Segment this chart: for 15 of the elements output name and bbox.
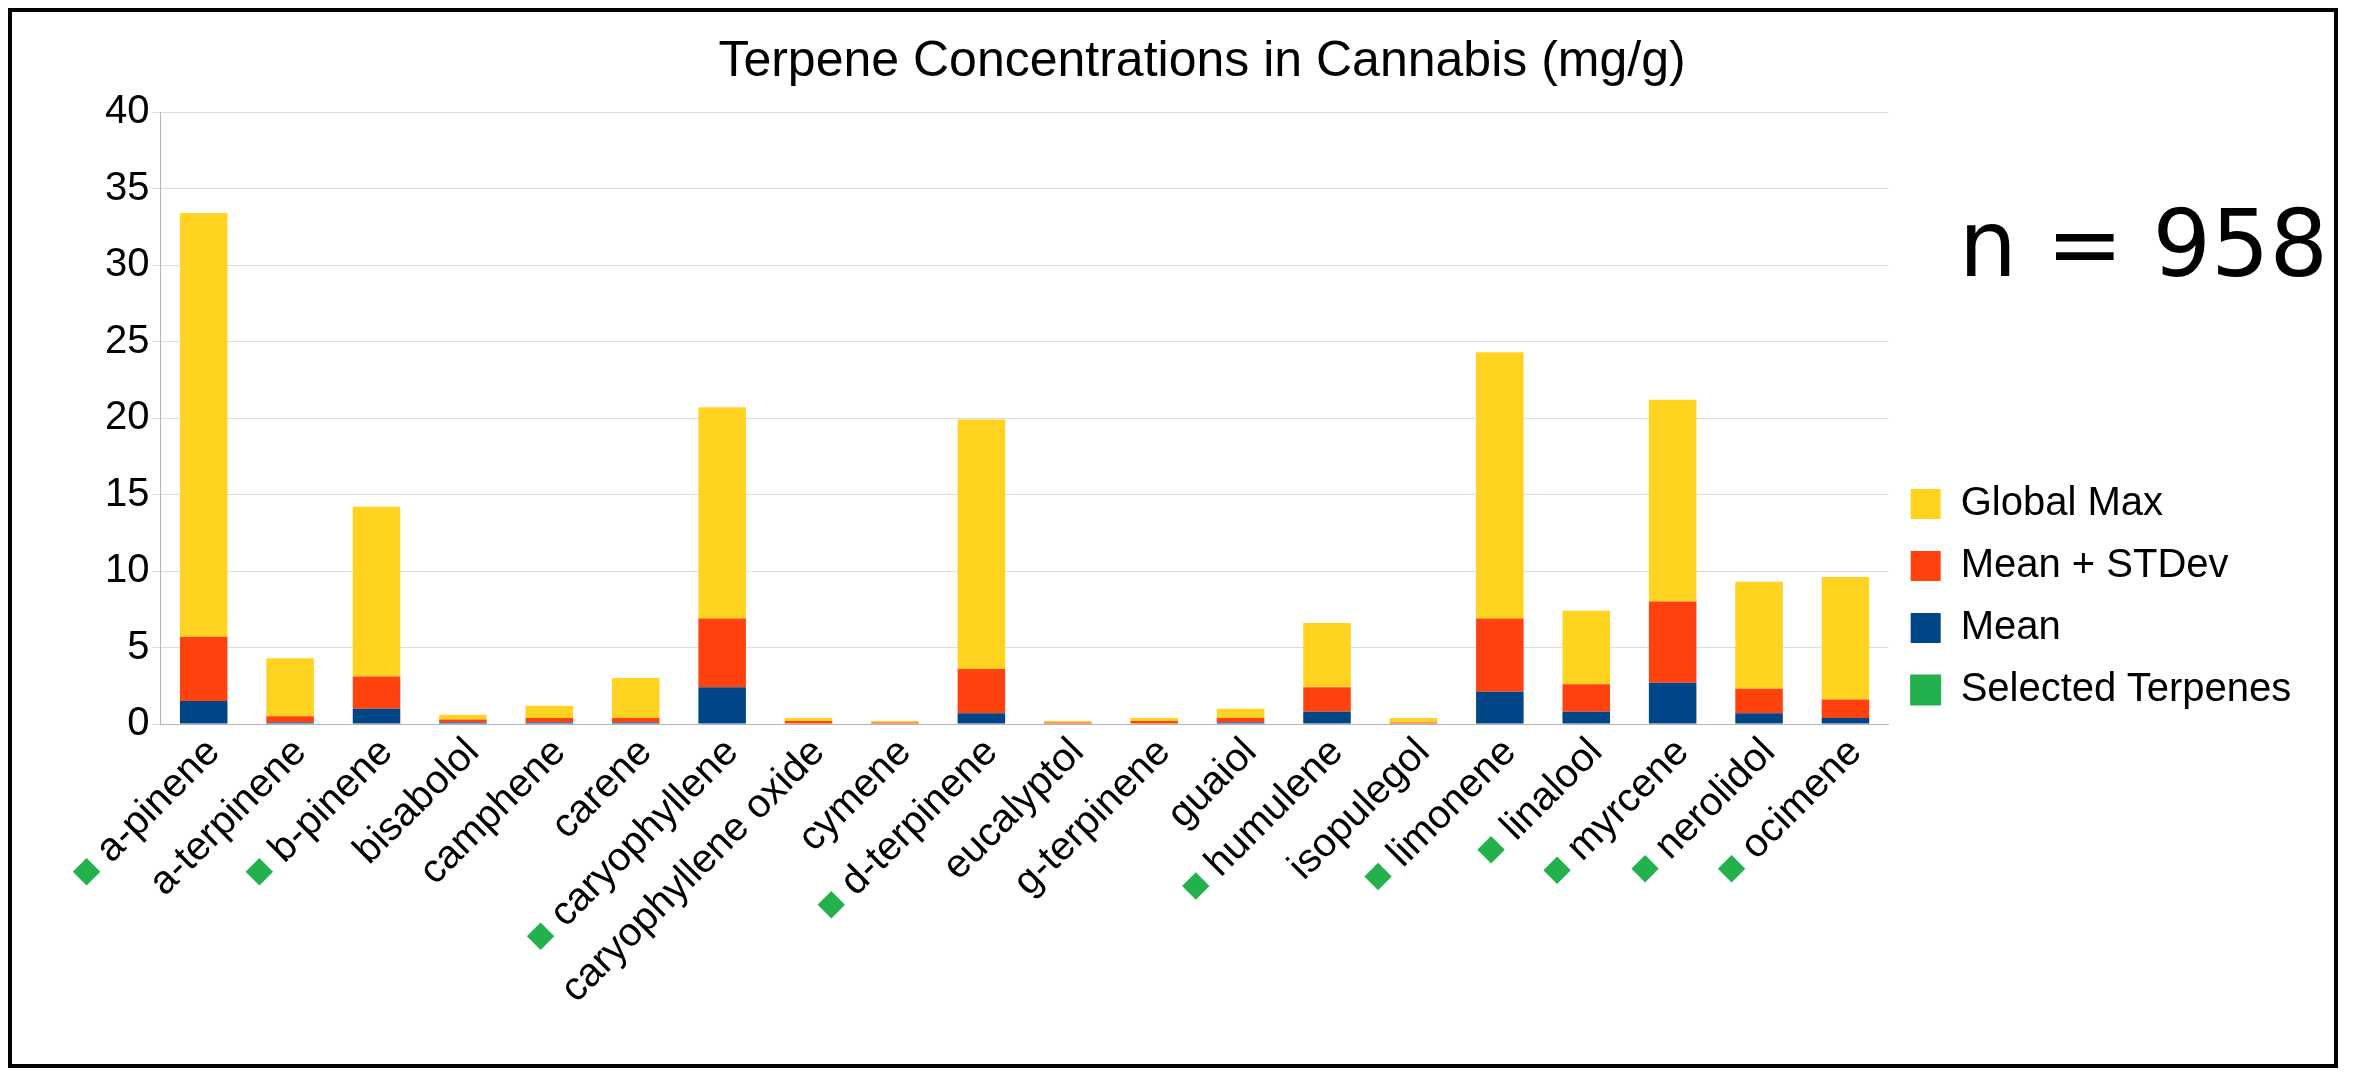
- legend-label: Selected Terpenes: [1960, 665, 2292, 710]
- legend-label: Mean + STDev: [1960, 541, 2229, 586]
- y-tick-label: 30: [104, 240, 150, 285]
- y-tick-label: 25: [104, 316, 150, 361]
- y-tick-label: 20: [104, 393, 150, 438]
- legend-label: Mean: [1960, 603, 2061, 648]
- y-tick-label: 40: [104, 87, 150, 132]
- y-tick-label: 5: [127, 622, 150, 667]
- y-tick-label: 0: [127, 699, 150, 744]
- y-tick-label: 35: [104, 163, 150, 208]
- y-tick-label: 15: [104, 469, 150, 514]
- chart-title: Terpene Concentrations in Cannabis (mg/g): [718, 30, 1686, 87]
- y-tick-label: 10: [104, 546, 150, 591]
- legend-label: Global Max: [1960, 479, 2163, 524]
- text: n = 958: [1958, 190, 2329, 298]
